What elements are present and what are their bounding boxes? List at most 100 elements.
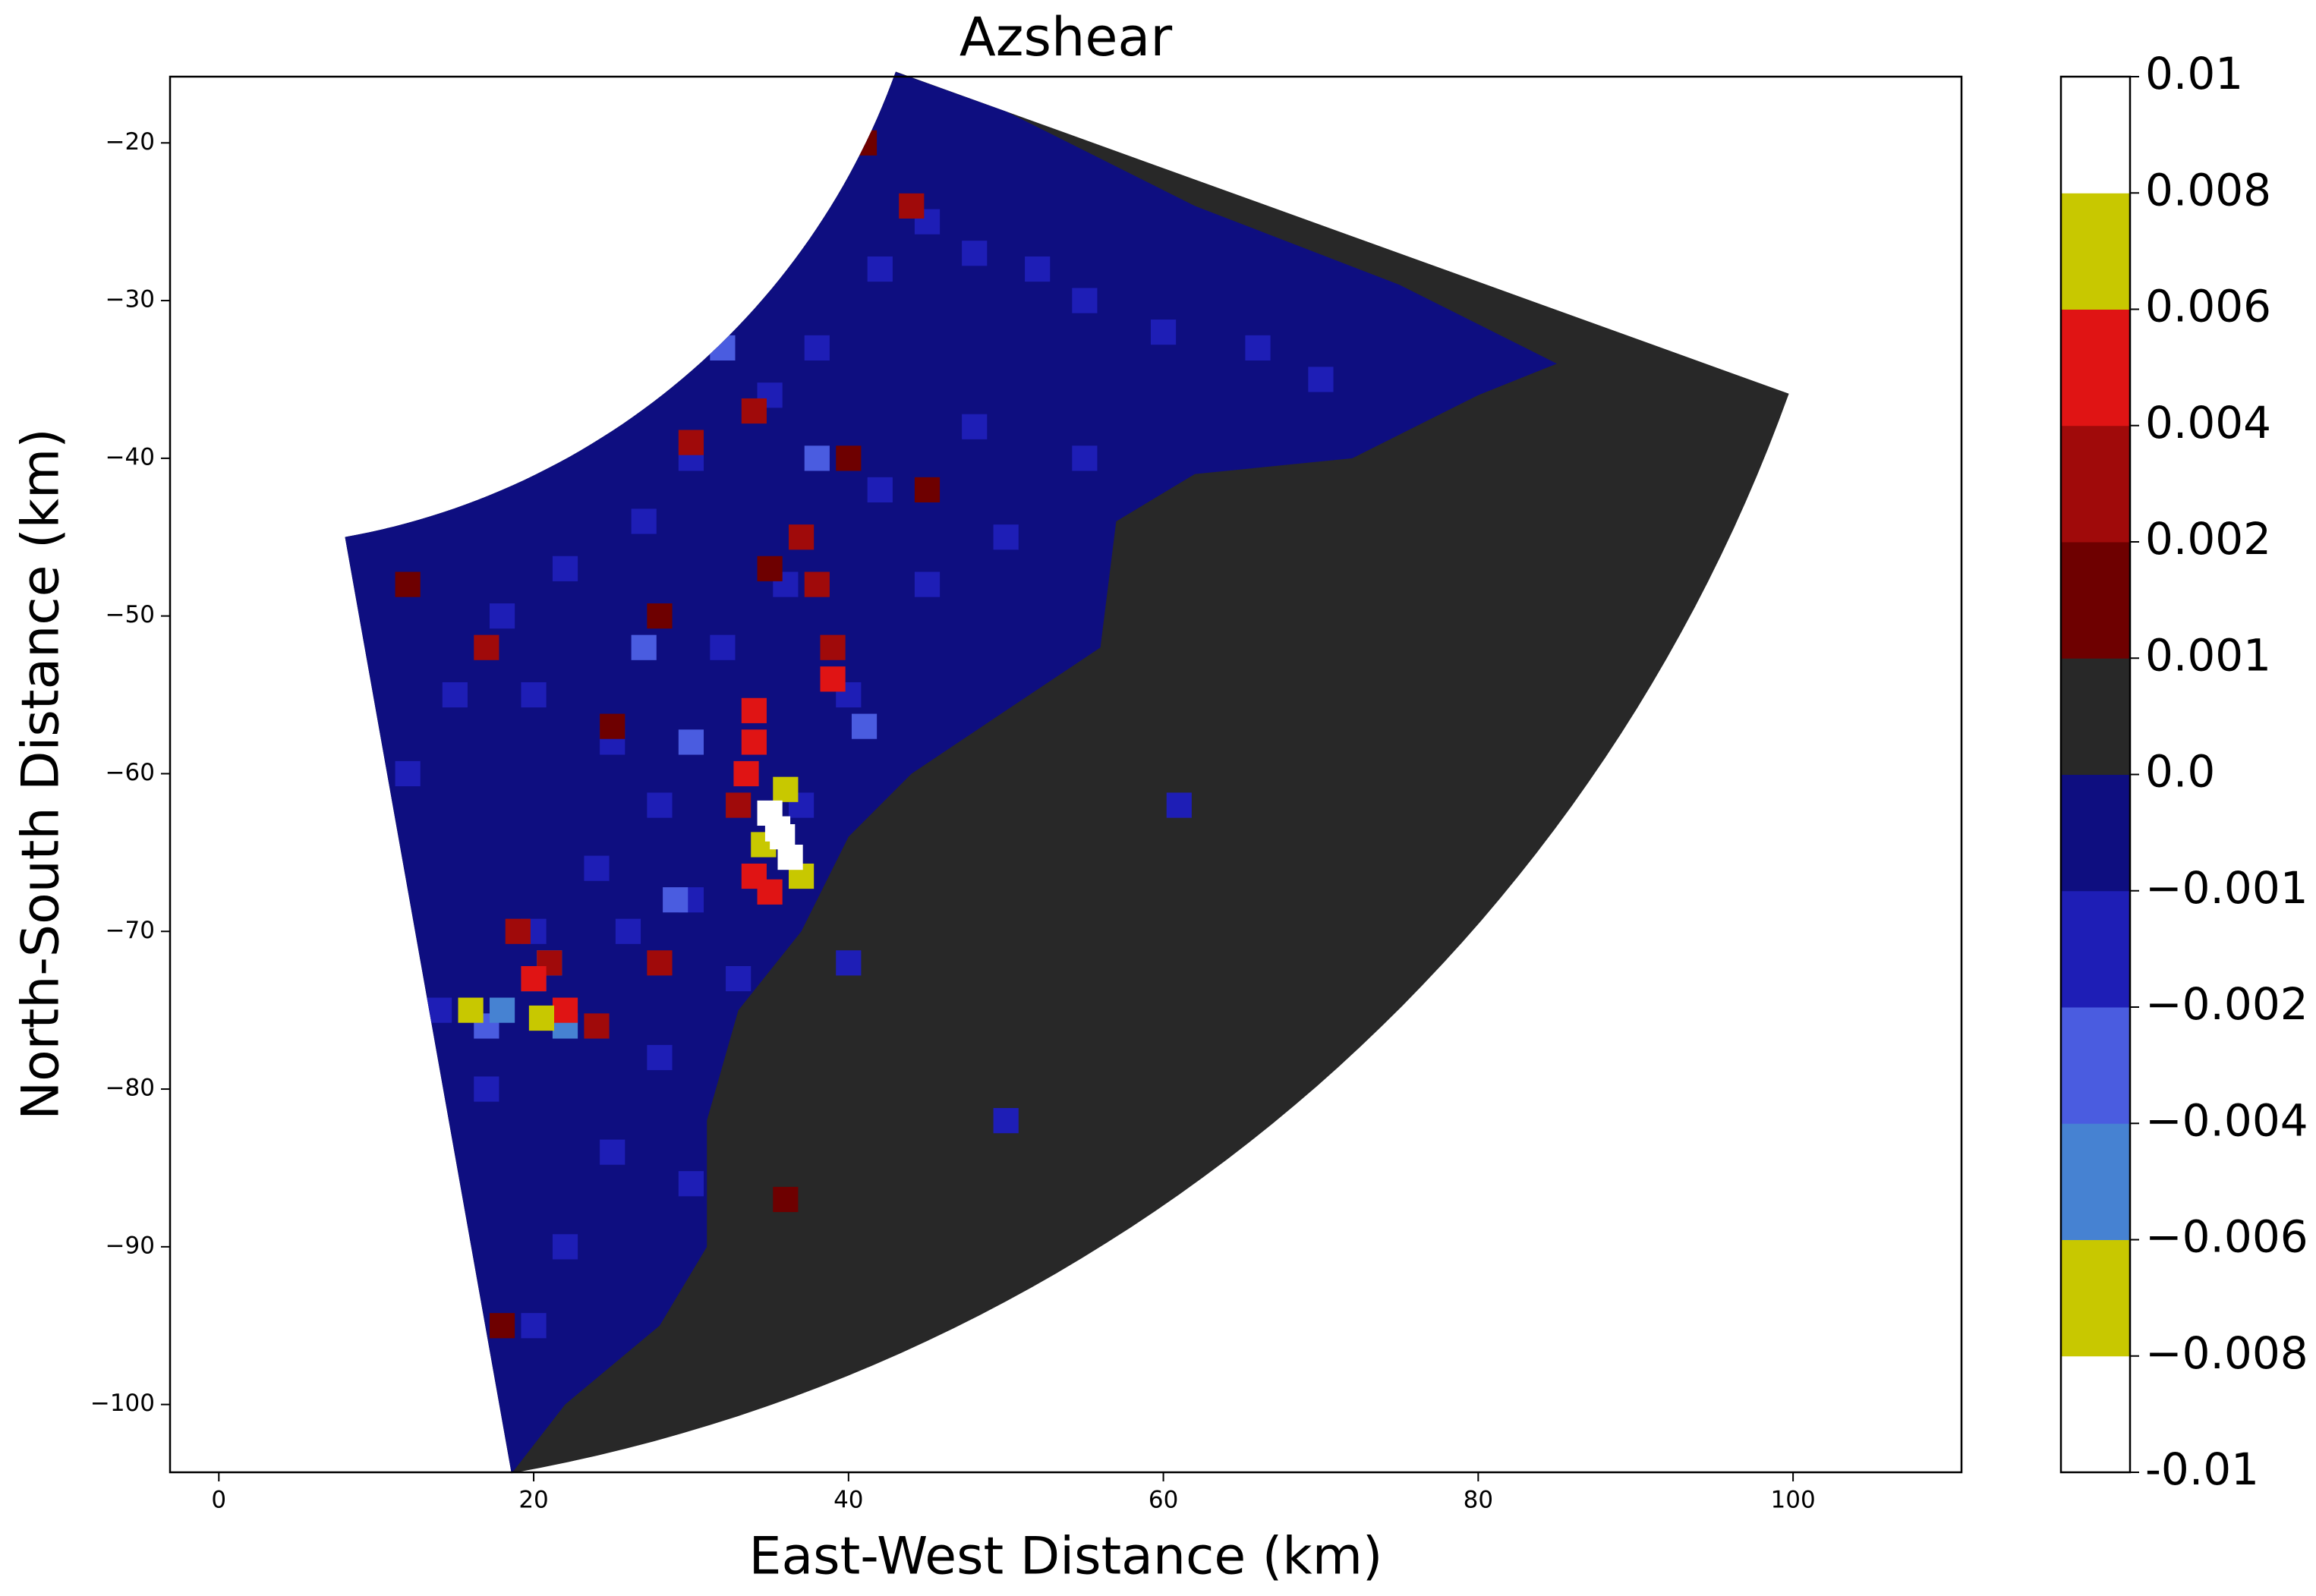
shear-cell [521, 682, 547, 708]
shear-cell [804, 335, 830, 361]
shear-cell [647, 950, 673, 976]
colorbar-bin [2061, 309, 2130, 427]
y-tick-label: −40 [106, 443, 155, 471]
shear-cell [733, 760, 759, 787]
colorbar-bin [2061, 658, 2130, 775]
shear-cell [458, 997, 484, 1023]
shear-cell [615, 918, 641, 944]
shear-cell [836, 950, 862, 976]
x-tick-label: 40 [833, 1487, 863, 1514]
shear-cell [489, 997, 515, 1023]
y-tick-label: −70 [106, 917, 155, 944]
shear-cell [851, 130, 878, 156]
shear-cell [1072, 288, 1098, 313]
field [345, 71, 1557, 1474]
shear-cell [489, 603, 515, 629]
shear-cell [899, 193, 925, 219]
shear-cell [552, 997, 578, 1023]
shear-cell [773, 776, 799, 802]
colorbar-tick-label: −0.002 [2145, 978, 2308, 1030]
shear-cell [647, 603, 673, 629]
shear-cell [427, 997, 452, 1023]
shear-cell [710, 634, 736, 660]
shear-cell [836, 445, 862, 471]
shear-cell [710, 335, 736, 361]
colorbar-bin [2061, 425, 2130, 543]
shear-cell [600, 1139, 625, 1165]
shear-cell [741, 729, 767, 755]
shear-cell [1150, 320, 1177, 345]
shear-cell [962, 241, 988, 266]
y-tick-label: −80 [106, 1075, 155, 1102]
shear-cell [757, 556, 783, 581]
colorbar-bin [2061, 1007, 2130, 1124]
shear-cell [777, 845, 803, 870]
x-tick-label: 100 [1771, 1487, 1816, 1514]
y-axis-label: North-South Distance (km) [11, 428, 71, 1120]
y-tick-label: −20 [106, 128, 155, 156]
shear-cell [678, 729, 704, 755]
shear-cell [773, 1186, 799, 1213]
shear-cell [1025, 256, 1051, 282]
shear-cell [851, 713, 878, 739]
shear-cell [741, 697, 767, 723]
shear-cell [820, 634, 846, 660]
region [345, 71, 1557, 1474]
shear-cell [505, 918, 531, 944]
shear-cell [962, 414, 988, 439]
shear-cell [663, 887, 688, 913]
colorbar-tick-label: −0.001 [2145, 862, 2308, 914]
shear-cell [804, 445, 830, 471]
shear-cell [726, 966, 752, 992]
shear-cell [631, 634, 657, 660]
colorbar-tick-label: −0.004 [2145, 1094, 2308, 1146]
shear-cell [1245, 335, 1271, 361]
colorbar-tick-label: 0.01 [2145, 48, 2243, 99]
shear-cell [993, 524, 1019, 550]
shear-cell [521, 1313, 547, 1339]
colorbar-tick-label: 0.004 [2145, 397, 2271, 449]
x-tick-label: 20 [518, 1487, 548, 1514]
y-tick-label: −30 [106, 286, 155, 313]
shear-cell [914, 571, 941, 597]
y-tick-label: −90 [106, 1232, 155, 1259]
plot-frame [169, 75, 1963, 1474]
shear-cell [804, 571, 830, 597]
colorbar-tick-label: −0.008 [2145, 1327, 2308, 1379]
shear-cell [1166, 792, 1192, 818]
x-tick-label: 60 [1149, 1487, 1178, 1514]
shear-cell [993, 1108, 1019, 1134]
shear-cell [552, 556, 578, 581]
colorbar-tick-label: 0.0 [2145, 746, 2215, 798]
colorbar-bin [2061, 1355, 2130, 1473]
colorbar-bin [2061, 542, 2130, 659]
shear-cell [647, 1044, 673, 1071]
shear-cell [647, 792, 673, 818]
shear-cell [552, 1234, 578, 1260]
shear-cell [528, 1005, 555, 1031]
colorbar-bin [2061, 1123, 2130, 1240]
shear-cell [631, 508, 657, 534]
colorbar-bin [2061, 774, 2130, 892]
shear-cell [489, 1313, 515, 1339]
shear-cell [395, 571, 421, 597]
shear-cell [474, 634, 499, 660]
shear-cell [678, 1171, 704, 1197]
x-axis-label: East-West Distance (km) [749, 1527, 1383, 1587]
colorbar-tick-label: 0.002 [2145, 513, 2271, 565]
shear-cell [914, 477, 941, 503]
shear-cell [726, 792, 752, 818]
shear-cell [442, 682, 468, 708]
shear-cell [1072, 445, 1098, 471]
shear-cell [867, 256, 893, 282]
colorbar-bin [2061, 193, 2130, 310]
x-tick-label: 0 [211, 1487, 226, 1514]
shear-cell [600, 713, 625, 739]
shear-cell [584, 855, 610, 881]
colorbar-tick-label: -0.01 [2145, 1443, 2259, 1495]
colorbar-bin [2061, 1239, 2130, 1357]
x-tick-label: 80 [1464, 1487, 1493, 1514]
y-tick-label: −100 [90, 1390, 155, 1417]
